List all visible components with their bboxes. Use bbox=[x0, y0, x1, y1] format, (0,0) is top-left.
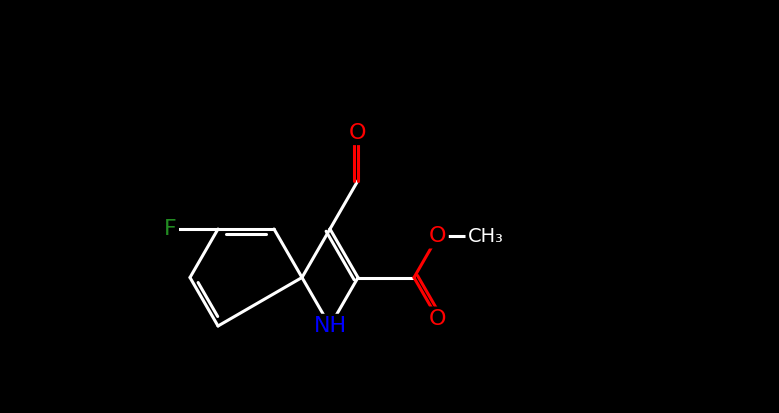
Text: O: O bbox=[349, 123, 367, 143]
Text: F: F bbox=[164, 219, 177, 239]
Text: NH: NH bbox=[313, 316, 347, 336]
Text: O: O bbox=[429, 309, 446, 329]
Text: CH₃: CH₃ bbox=[467, 227, 503, 246]
Text: O: O bbox=[429, 226, 446, 246]
